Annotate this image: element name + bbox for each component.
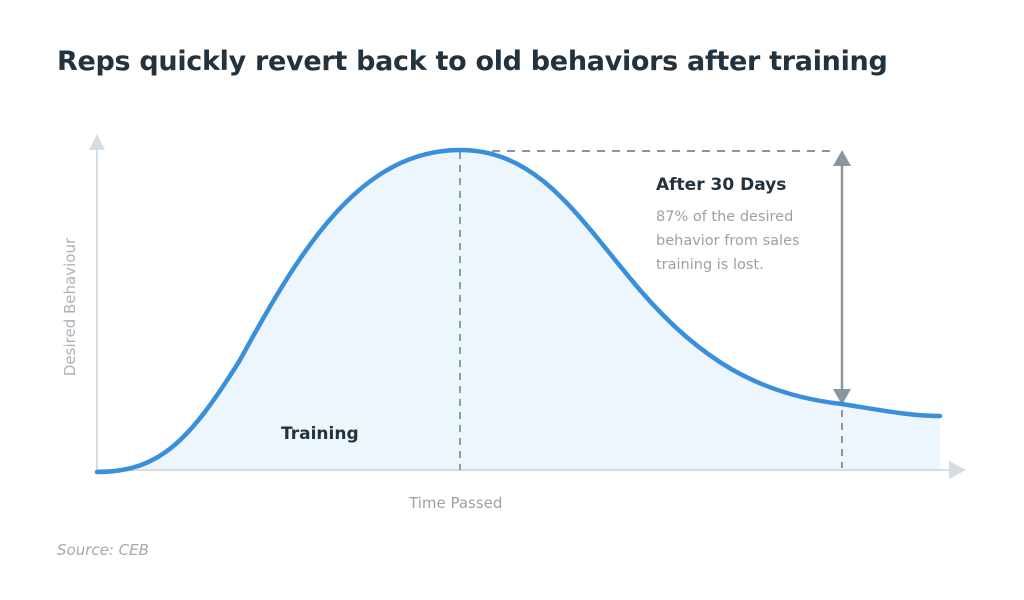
x-axis-label: Time Passed (409, 494, 503, 512)
y-axis-label: Desired Behaviour (61, 237, 79, 377)
drop-arrow-down-icon (833, 389, 851, 405)
y-axis-arrow-icon (89, 134, 105, 150)
curve-area-fill (97, 150, 940, 472)
chart-title: Reps quickly revert back to old behavior… (57, 46, 888, 77)
annotation-body: 87% of the desired behavior from sales t… (656, 209, 800, 273)
x-axis-arrow-icon (949, 461, 966, 479)
training-label: Training (281, 424, 359, 444)
source-note: Source: CEB (57, 541, 149, 559)
behaviour-curve (94, 147, 943, 475)
annotation-heading: After 30 Days (656, 175, 787, 195)
drop-arrow-up-icon (833, 150, 851, 166)
